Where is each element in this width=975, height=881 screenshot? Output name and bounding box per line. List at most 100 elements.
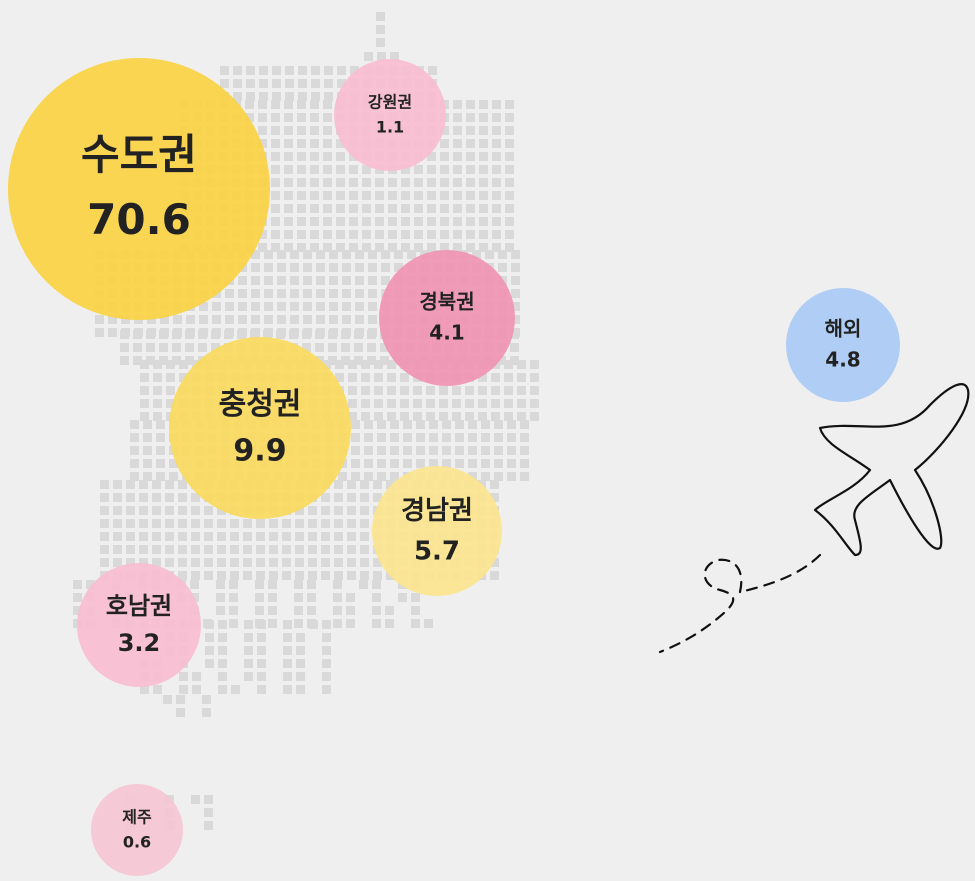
dot [440,139,449,148]
dot [336,217,345,226]
dot [424,619,433,628]
dot [220,79,229,88]
dot [246,79,255,88]
dot [367,330,376,339]
dot [507,420,516,429]
dot [156,472,165,481]
dot [334,532,343,541]
dot [257,685,266,694]
dot [414,191,423,200]
dot [204,506,213,515]
dot [268,619,277,628]
dot [374,412,383,421]
dot [255,593,264,602]
dot [230,532,239,541]
dot [520,446,529,455]
dot [303,302,312,311]
dot [349,204,358,213]
dot [351,446,360,455]
dot [520,420,529,429]
dot [400,373,409,382]
dot [316,250,325,259]
dot [308,506,317,515]
dot [271,243,280,252]
dot [212,315,221,324]
dot [264,289,273,298]
dot [334,519,343,528]
dot [355,315,364,324]
dot [413,412,422,421]
dot [113,545,122,554]
dot [530,373,539,382]
dot [179,360,188,369]
dot [334,493,343,502]
dot [492,217,501,226]
dot [140,412,149,421]
dot [360,545,369,554]
dot [329,315,338,324]
dot [308,571,317,580]
dot [217,506,226,515]
dot [302,343,311,352]
region-bubble [334,59,446,171]
dot [348,360,357,369]
dot [492,126,501,135]
dot [351,433,360,442]
dot [373,493,382,502]
dot [453,230,462,239]
dot [271,113,280,122]
dot [511,302,520,311]
dot [297,139,306,148]
dot [479,230,488,239]
dot [259,79,268,88]
dot [282,519,291,528]
dot [310,100,319,109]
dot [160,315,169,324]
dot [347,532,356,541]
dot [468,420,477,429]
dot [152,532,161,541]
dot [309,620,318,629]
dot [351,459,360,468]
dot [333,619,342,628]
dot [416,459,425,468]
dot [147,315,156,324]
dot [244,646,253,655]
dot [95,315,104,324]
dot [348,412,357,421]
dot [481,459,490,468]
dot [328,356,337,365]
dot [453,100,462,109]
dot [440,165,449,174]
dot [295,558,304,567]
dot [401,230,410,239]
dot [323,139,332,148]
dot [381,263,390,272]
dot [361,360,370,369]
dot [328,343,337,352]
dot [238,276,247,285]
dot [351,472,360,481]
dot [360,532,369,541]
dot [387,373,396,382]
dot [283,646,292,655]
dot [505,165,514,174]
dot [303,276,312,285]
dot [233,66,242,75]
dot [360,506,369,515]
dot [191,532,200,541]
dot [388,204,397,213]
dot [387,386,396,395]
dot [492,204,501,213]
dot [204,821,213,830]
dot [403,459,412,468]
dot [244,659,253,668]
dot [310,217,319,226]
dot [334,558,343,567]
region-name: 강원권 [368,93,412,112]
dot [243,532,252,541]
dot [165,558,174,567]
dot [504,386,513,395]
dot [139,480,148,489]
dot [400,386,409,395]
